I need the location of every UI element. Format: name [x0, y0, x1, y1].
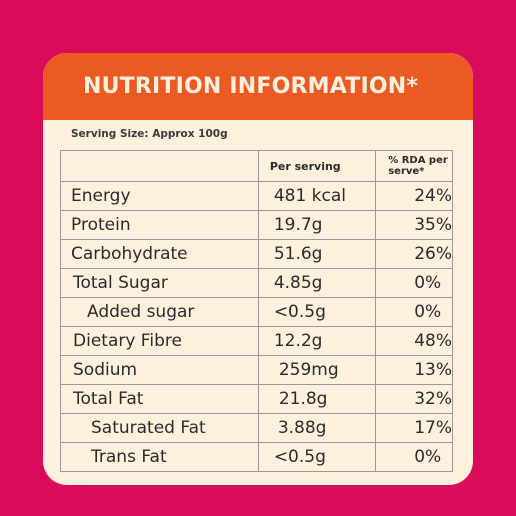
rda-value: 35%	[375, 210, 453, 240]
per-serving-value: 12.2g	[257, 326, 377, 356]
header-nutrient	[60, 150, 259, 182]
nutrient-name: Total Fat	[60, 384, 259, 414]
per-serving-value: <0.5g	[257, 297, 377, 327]
rda-value: 32%	[375, 384, 453, 414]
per-serving-value: <0.5g	[257, 442, 377, 472]
per-serving-value: 259mg	[257, 355, 377, 385]
table-row: Added sugar <0.5g 0%	[60, 297, 453, 327]
header-per-serving: Per serving	[257, 150, 377, 182]
nutrient-name: Carbohydrate	[60, 239, 259, 269]
table-row: Energy 481 kcal 24%	[60, 181, 453, 211]
rda-value: 13%	[375, 355, 453, 385]
header-rda: % RDA per serve*	[375, 150, 453, 182]
nutrient-name: Sodium	[60, 355, 259, 385]
nutrition-card: NUTRITION INFORMATION* Serving Size: App…	[43, 53, 473, 485]
table-row: Trans Fat <0.5g 0%	[60, 442, 453, 472]
table-row: Saturated Fat 3.88g 17%	[60, 413, 453, 443]
nutrient-name: Saturated Fat	[60, 413, 259, 443]
nutrient-name: Added sugar	[60, 297, 259, 327]
nutrient-name: Total Sugar	[60, 268, 259, 298]
table-row: Sodium 259mg 13%	[60, 355, 453, 385]
nutrient-name: Trans Fat	[60, 442, 259, 472]
table-row: Carbohydrate 51.6g 26%	[60, 239, 453, 269]
per-serving-value: 3.88g	[257, 413, 377, 443]
per-serving-value: 19.7g	[257, 210, 377, 240]
rda-value: 17%	[375, 413, 453, 443]
serving-size-label: Serving Size: Approx 100g	[71, 128, 228, 140]
per-serving-value: 481 kcal	[257, 181, 377, 211]
nutrient-name: Protein	[60, 210, 259, 240]
table-header-row: Per serving % RDA per serve*	[60, 150, 453, 182]
table-row: Dietary Fibre 12.2g 48%	[60, 326, 453, 356]
table-row: Total Fat 21.8g 32%	[60, 384, 453, 414]
table-row: Protein 19.7g 35%	[60, 210, 453, 240]
card-title: NUTRITION INFORMATION*	[83, 74, 419, 99]
rda-value: 0%	[375, 268, 453, 298]
rda-value: 0%	[375, 297, 453, 327]
card-header: NUTRITION INFORMATION*	[43, 53, 473, 120]
per-serving-value: 21.8g	[257, 384, 377, 414]
rda-value: 26%	[375, 239, 453, 269]
table-row: Total Sugar 4.85g 0%	[60, 268, 453, 298]
nutrient-name: Energy	[60, 181, 259, 211]
nutrient-name: Dietary Fibre	[60, 326, 259, 356]
rda-value: 24%	[375, 181, 453, 211]
nutrition-table: Per serving % RDA per serve* Energy 481 …	[60, 150, 453, 472]
rda-value: 48%	[375, 326, 453, 356]
per-serving-value: 51.6g	[257, 239, 377, 269]
per-serving-value: 4.85g	[257, 268, 377, 298]
rda-value: 0%	[375, 442, 453, 472]
